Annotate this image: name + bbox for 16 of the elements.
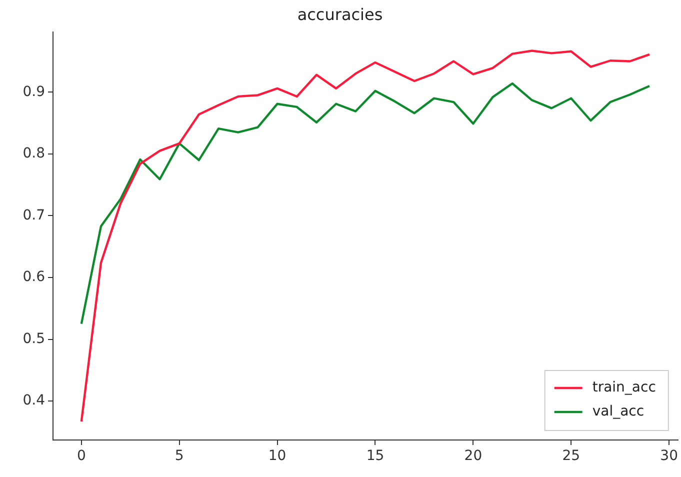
x-tick-label: 20 <box>464 448 482 464</box>
legend-label: val_acc <box>592 404 644 420</box>
y-tick-label: 0.6 <box>22 269 46 286</box>
y-tick-label: 0.8 <box>22 146 45 162</box>
x-tick-label: 5 <box>174 448 184 464</box>
y-tick-label: 0.4 <box>22 392 46 409</box>
x-tick-label: 10 <box>268 448 286 464</box>
y-tick-label: 0.9 <box>22 84 45 100</box>
x-tick-label: 15 <box>366 448 384 464</box>
chart-title: accuracies <box>297 4 383 24</box>
y-tick-label: 0.7 <box>22 207 45 224</box>
x-tick-label: 0 <box>76 448 86 464</box>
legend-label: train_acc <box>592 380 656 396</box>
x-tick-label: 25 <box>562 448 580 464</box>
x-tick-label: 30 <box>660 448 678 464</box>
y-tick-label: 0.5 <box>22 330 45 347</box>
